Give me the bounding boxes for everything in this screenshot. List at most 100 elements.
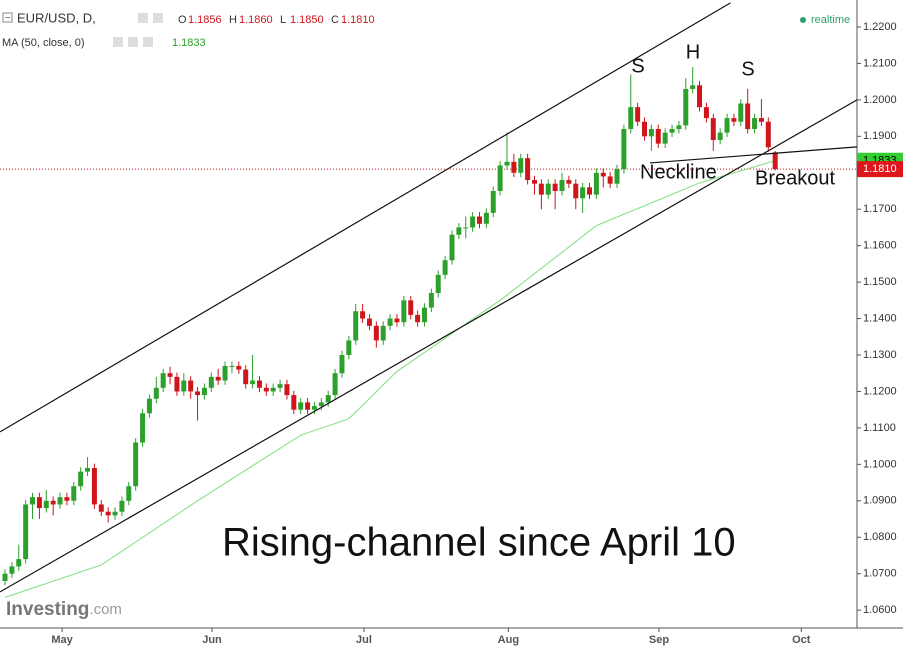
y-tick-label: 1.2200 — [863, 21, 897, 33]
candle-body — [573, 183, 579, 199]
candle-body — [628, 107, 634, 130]
y-tick-label: 1.0600 — [863, 604, 897, 616]
candle-body — [545, 183, 551, 195]
logo-suffix: .com — [89, 601, 122, 618]
candle-body — [408, 300, 414, 315]
candle-body — [201, 387, 207, 396]
candle-body — [559, 180, 565, 191]
candle-body — [332, 373, 338, 396]
candle-body — [270, 387, 276, 392]
candle-body — [9, 566, 15, 574]
candle-body — [366, 318, 372, 326]
x-tick-label: Jun — [202, 634, 222, 646]
candle-body — [112, 511, 118, 516]
candle-body — [690, 85, 696, 89]
candle-body — [621, 129, 627, 170]
settings-icon[interactable] — [113, 37, 123, 47]
ohlc-value: 1.1860 — [239, 14, 273, 26]
ma-line — [4, 160, 776, 598]
candle-body — [311, 406, 317, 410]
last-price-tag — [857, 161, 903, 178]
y-tick-label: 1.1100 — [863, 422, 896, 434]
settings-icon[interactable] — [153, 13, 163, 23]
x-tick-label: Sep — [649, 634, 669, 646]
logo-main: Investing — [6, 599, 89, 620]
settings-icon[interactable] — [138, 13, 148, 23]
last-price-tag-label: 1.1810 — [863, 163, 897, 175]
candle-body — [394, 318, 400, 323]
y-tick-label: 1.1700 — [863, 203, 897, 215]
candle-body — [676, 125, 682, 130]
candle-body — [43, 500, 49, 509]
realtime-label: realtime — [811, 14, 850, 26]
ma-label: MA (50, close, 0) — [2, 37, 85, 49]
settings-icon[interactable] — [143, 37, 153, 47]
candle-body — [30, 497, 36, 505]
candle-body — [456, 227, 462, 235]
y-tick-label: 1.0800 — [863, 531, 897, 543]
candle-body — [566, 180, 572, 184]
candle-body — [717, 132, 723, 140]
candle-body — [181, 380, 187, 392]
candle-body — [64, 497, 70, 501]
settings-icon[interactable] — [128, 37, 138, 47]
candle-body — [587, 187, 593, 195]
candle-body — [339, 355, 345, 374]
candle-body — [16, 559, 22, 567]
y-tick-label: 1.0700 — [863, 568, 897, 580]
candle-body — [174, 376, 180, 392]
candle-body — [476, 216, 482, 224]
trendline — [649, 146, 858, 164]
candle-body — [697, 85, 703, 108]
candle-body — [442, 260, 448, 275]
ohlc-key: C — [331, 14, 339, 26]
annotation: S — [741, 58, 754, 80]
candle-body — [153, 387, 159, 399]
candle-body — [758, 118, 764, 122]
candle-body — [325, 395, 331, 403]
ma-value: 1.1833 — [172, 37, 206, 49]
ohlc-key: O — [178, 14, 187, 26]
x-tick-label: Jul — [356, 634, 372, 646]
candle-body — [518, 158, 524, 173]
candle-body — [745, 103, 751, 130]
candle-body — [655, 129, 661, 144]
candle-body — [346, 340, 352, 356]
candle-body — [669, 129, 675, 133]
candle-body — [188, 380, 194, 392]
candle-body — [552, 183, 558, 191]
candle-body — [580, 187, 586, 199]
candle-body — [421, 307, 427, 323]
candle-body — [490, 190, 496, 213]
ohlc-key: H — [229, 14, 237, 26]
candle-body — [284, 384, 290, 396]
candle-body — [428, 293, 434, 308]
candle-body — [126, 486, 132, 501]
candle-body — [98, 504, 104, 512]
x-tick-label: Oct — [792, 634, 811, 646]
y-tick-label: 1.1400 — [863, 312, 897, 324]
candle-body — [373, 325, 379, 341]
collapse-icon[interactable] — [2, 12, 13, 23]
candle-body — [305, 402, 311, 410]
candle-body — [140, 413, 146, 443]
logo: Investing.com — [6, 599, 122, 620]
candle-body — [133, 442, 139, 487]
candle-body — [105, 511, 111, 516]
candle-body — [662, 132, 668, 144]
ohlc-value: 1.1856 — [188, 14, 222, 26]
candle-body — [229, 365, 235, 367]
annotation: Breakout — [755, 167, 835, 189]
candle-body — [236, 365, 242, 370]
y-tick-label: 1.1000 — [863, 458, 897, 470]
candle-body — [353, 311, 359, 341]
ohlc-key: L — [280, 14, 286, 26]
candle-body — [724, 118, 730, 133]
candle-body — [614, 169, 620, 184]
symbol-title: EUR/USD, D, — [17, 10, 96, 25]
candle-body — [642, 121, 648, 137]
candle-body — [525, 158, 531, 181]
candle-body — [250, 380, 256, 385]
candle-body — [772, 152, 778, 170]
